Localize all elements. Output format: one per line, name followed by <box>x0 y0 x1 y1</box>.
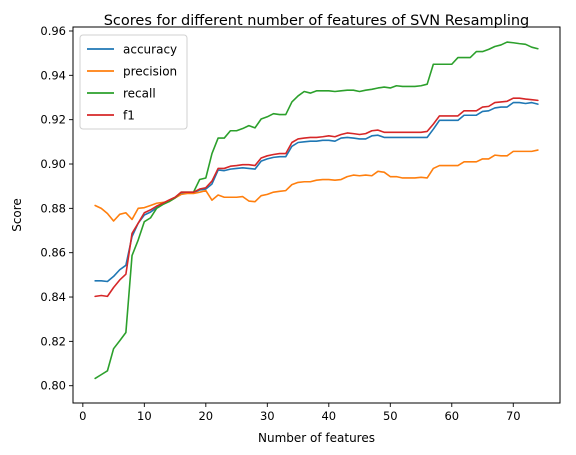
y-tick-label: 0.92 <box>40 113 66 127</box>
y-tick-label: 0.90 <box>40 157 66 171</box>
y-tick-label: 0.88 <box>40 201 66 215</box>
legend-label-accuracy: accuracy <box>123 43 177 57</box>
legend: accuracy precision recall f1 <box>79 34 188 130</box>
legend-label-f1: f1 <box>123 109 135 123</box>
legend-label-recall: recall <box>123 87 156 101</box>
x-tick-label: 40 <box>321 409 336 423</box>
y-tick-label: 0.84 <box>40 290 66 304</box>
x-tick-label: 50 <box>383 409 398 423</box>
chart-title: Scores for different number of features … <box>104 13 530 29</box>
y-axis-ticks: 0.80 0.82 0.84 0.86 0.88 0.90 0.92 0.94 0.96 <box>40 24 73 393</box>
plot-frame <box>72 26 561 404</box>
plot-lines <box>94 41 539 380</box>
x-axis-ticks: 0 10 20 30 40 50 60 70 <box>79 403 521 423</box>
x-tick-label: 70 <box>506 409 521 423</box>
y-axis-label: Score <box>10 198 24 232</box>
y-tick-label: 0.82 <box>40 334 66 348</box>
x-tick-label: 10 <box>137 409 152 423</box>
x-tick-label: 20 <box>198 409 213 423</box>
legend-label-precision: precision <box>123 65 177 79</box>
x-tick-label: 0 <box>79 409 86 423</box>
y-tick-label: 0.94 <box>40 68 66 82</box>
x-tick-label: 60 <box>444 409 459 423</box>
x-axis-label: Number of features <box>258 431 375 445</box>
x-tick-label: 30 <box>260 409 275 423</box>
y-tick-label: 0.96 <box>40 24 66 38</box>
y-tick-label: 0.86 <box>40 246 66 260</box>
legend-box <box>79 34 188 130</box>
y-tick-label: 0.80 <box>40 379 66 393</box>
series-line-recall <box>94 41 539 380</box>
series-line-f1 <box>94 97 539 298</box>
